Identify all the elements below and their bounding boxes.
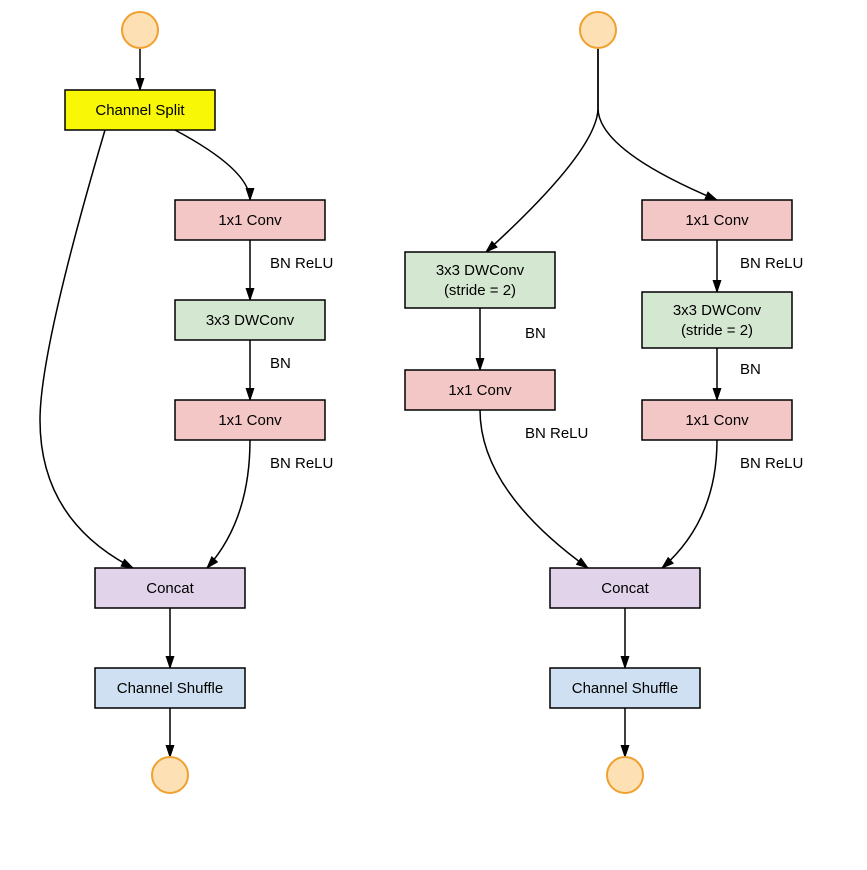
edge-label-0: BN ReLU bbox=[270, 255, 333, 272]
edge-label-5: BN ReLU bbox=[740, 455, 803, 472]
R_conv1_right-label: 1x1 Conv bbox=[685, 212, 749, 229]
edge-label-3: BN ReLU bbox=[740, 255, 803, 272]
R_dw_left-label: 3x3 DWConv bbox=[436, 262, 525, 279]
L_concat-label: Concat bbox=[146, 580, 194, 597]
R_conv_left-label: 1x1 Conv bbox=[448, 382, 512, 399]
flowchart-canvas: Channel Split 1x1 Conv 3x3 DWConv 1x1 Conv C… bbox=[0, 0, 867, 870]
R_dw_left-label2: (stride = 2) bbox=[444, 282, 516, 299]
L_shuffle-label: Channel Shuffle bbox=[117, 680, 223, 697]
R_dw_right-label: 3x3 DWConv bbox=[673, 302, 762, 319]
edge bbox=[175, 130, 250, 200]
edge bbox=[207, 440, 250, 568]
L_dw-label: 3x3 DWConv bbox=[206, 312, 295, 329]
R_concat-label: Concat bbox=[601, 580, 649, 597]
edge-label-6: BN bbox=[525, 325, 546, 342]
R_conv2_right-label: 1x1 Conv bbox=[685, 412, 749, 429]
L_conv1-label: 1x1 Conv bbox=[218, 212, 282, 229]
edge-label-1: BN bbox=[270, 355, 291, 372]
R_top_circle bbox=[580, 12, 616, 48]
L_split-label: Channel Split bbox=[95, 102, 185, 119]
edge-label-4: BN bbox=[740, 361, 761, 378]
edge bbox=[598, 48, 717, 200]
edge-label-2: BN ReLU bbox=[270, 455, 333, 472]
R_dw_right-label2: (stride = 2) bbox=[681, 322, 753, 339]
L_conv2-label: 1x1 Conv bbox=[218, 412, 282, 429]
L_top_circle bbox=[122, 12, 158, 48]
edge bbox=[486, 48, 598, 252]
R_dw_left bbox=[405, 252, 555, 308]
edge bbox=[662, 440, 717, 568]
L_bot_circle bbox=[152, 757, 188, 793]
R_dw_right bbox=[642, 292, 792, 348]
R_shuffle-label: Channel Shuffle bbox=[572, 680, 678, 697]
edge-label-7: BN ReLU bbox=[525, 425, 588, 442]
R_bot_circle bbox=[607, 757, 643, 793]
edge bbox=[40, 130, 133, 568]
